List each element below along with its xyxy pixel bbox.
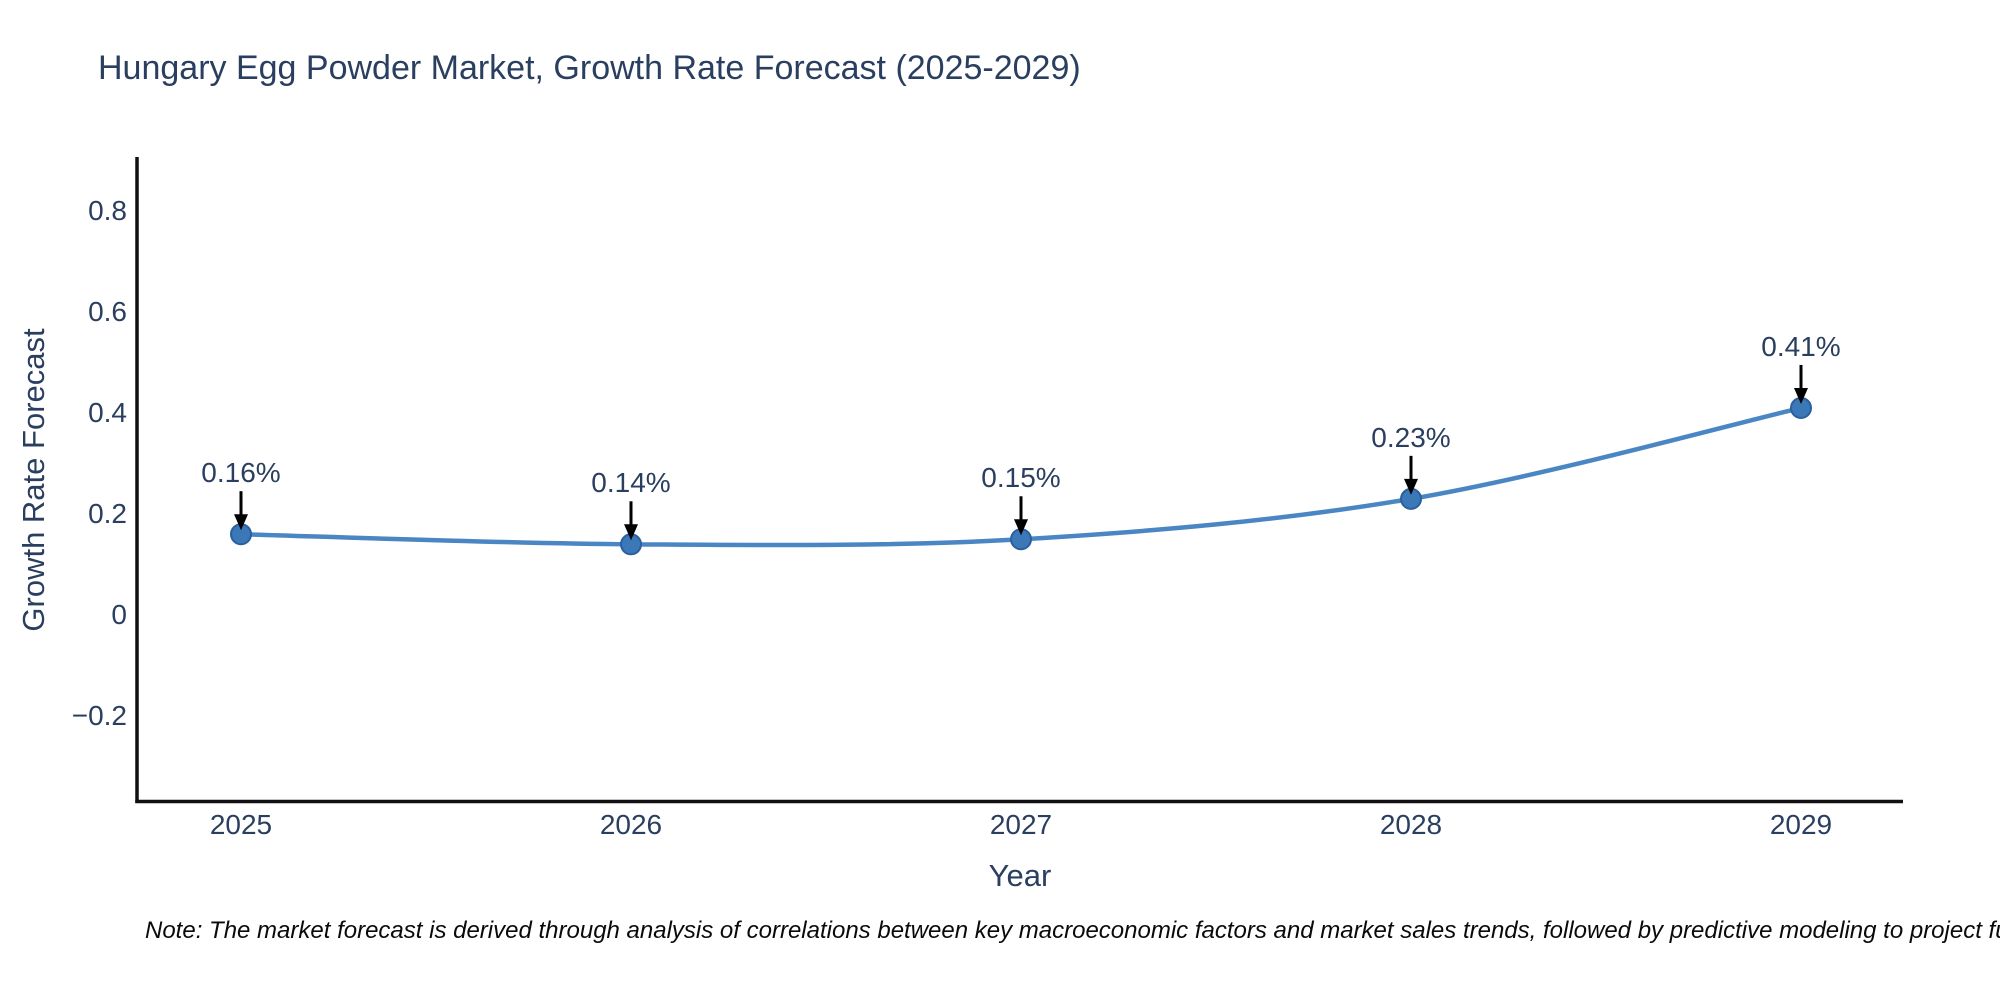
annotation-arrow-head [1404,478,1418,495]
y-tick-label: 0.8 [88,195,127,226]
annotation-label: 0.41% [1761,330,1841,362]
annotation-arrow-head [624,524,638,541]
annotation-arrow-head [1014,519,1028,536]
y-tick-label: 0.2 [88,498,127,529]
annotation-arrow-head [234,514,248,531]
footnote: Note: The market forecast is derived thr… [145,917,2000,944]
x-tick-label: 2029 [1769,809,1833,840]
annotation-label: 0.16% [201,457,281,489]
x-tick-label: 2026 [599,809,663,840]
annotation-label: 0.14% [591,467,671,499]
y-tick-label: 0.6 [88,296,127,327]
y-tick-label: 0 [111,599,127,630]
annotation-label: 0.15% [981,462,1061,494]
x-tick-label: 2025 [209,809,273,840]
y-tick-label: 0.4 [88,397,127,428]
y-tick-label: −0.2 [71,700,127,731]
annotation-label: 0.23% [1371,421,1451,453]
annotation-arrow-head [1794,387,1808,404]
x-axis-title: Year [988,858,1052,893]
y-axis-title: Growth Rate Forecast [16,328,51,632]
x-tick-label: 2028 [1379,809,1443,840]
chart-title: Hungary Egg Powder Market, Growth Rate F… [98,49,1081,87]
x-tick-label: 2027 [989,809,1053,840]
